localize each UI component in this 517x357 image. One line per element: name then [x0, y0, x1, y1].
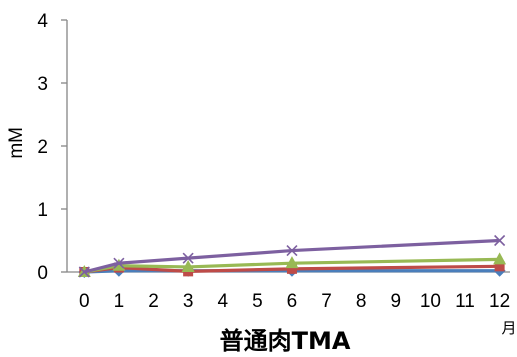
- data-point-x: [113, 257, 125, 269]
- x-tick-label: 3: [183, 291, 194, 312]
- data-point-x-stroke: [494, 234, 506, 247]
- data-point-x-stroke: [182, 252, 194, 264]
- chart-title: 普通肉TMA: [220, 327, 351, 355]
- x-tick-label: 8: [356, 291, 367, 312]
- x-tick-label: 9: [391, 291, 402, 312]
- y-tick-label: 1: [37, 200, 48, 221]
- axes: [61, 19, 510, 273]
- data-point-x: [286, 245, 298, 257]
- data-point-triangle: [285, 256, 299, 269]
- data-point-x: [494, 234, 506, 247]
- x-axis-unit: 月: [501, 319, 516, 337]
- x-tick-label: 4: [217, 291, 228, 312]
- x-tick-label: 0: [79, 291, 90, 312]
- x-tick-label: 6: [287, 291, 298, 312]
- data-point-x-stroke: [78, 266, 90, 278]
- y-tick-label: 2: [37, 137, 48, 158]
- x-tick-label: 2: [148, 291, 159, 312]
- data-point-square: [286, 263, 297, 274]
- data-point-x: [182, 252, 194, 264]
- x-tick-label: 7: [321, 291, 332, 312]
- data-point-square: [494, 261, 505, 272]
- data-point-x: [78, 266, 90, 278]
- x-tick-label: 5: [252, 291, 263, 312]
- x-tick-label: 11: [455, 291, 475, 312]
- y-tick-label: 0: [37, 263, 48, 284]
- series-layer: [77, 234, 507, 278]
- y-tick-label: 3: [37, 74, 48, 95]
- data-point-x-stroke: [286, 245, 298, 257]
- data-point-x-stroke: [113, 257, 125, 269]
- data-point-triangle: [493, 252, 507, 265]
- data-point-triangle: [181, 259, 195, 272]
- x-tick-label: 10: [420, 291, 441, 312]
- y-tick-label: 4: [37, 11, 48, 32]
- x-tick-label: 12: [489, 291, 510, 312]
- x-tick-label: 1: [114, 291, 125, 312]
- y-axis-label: mM: [6, 127, 27, 159]
